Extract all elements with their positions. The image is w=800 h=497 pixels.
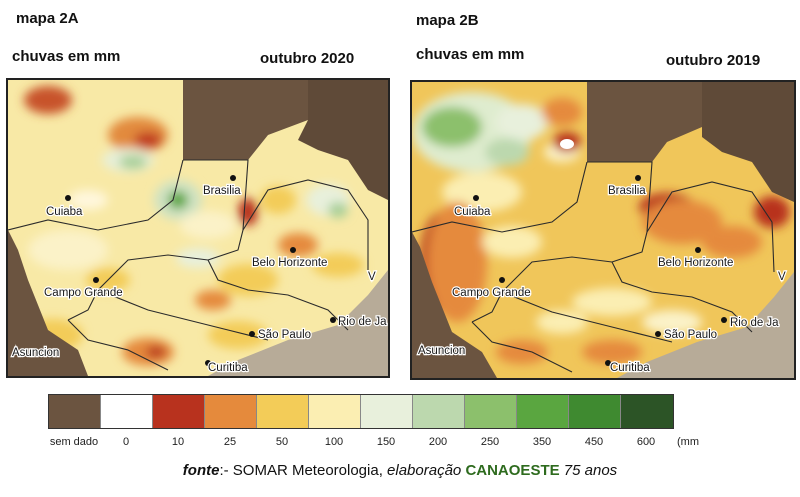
legend-swatch-10 [569,395,621,428]
source-footer: fonte:- SOMAR Meteorologia, elaboração C… [0,462,800,479]
legend-swatch-7 [413,395,465,428]
map-a-city-dot-rio [330,317,336,323]
map-b-city-belo-horizonte: Belo Horizonte [658,257,733,269]
legend-swatch-0 [49,395,101,428]
legend-label-10: 450 [584,436,604,448]
legend-label-6: 150 [376,436,396,448]
legend-swatch-8 [465,395,517,428]
map-b-canvas: Cuiaba Brasilia Belo Horizonte Campo Gra… [412,82,794,378]
legend-swatch-1 [101,395,153,428]
legend-swatch-6 [361,395,413,428]
map-a-city-dot-curitiba [205,360,211,366]
legend-label-9: 350 [532,436,552,448]
legend-swatch-5 [309,395,361,428]
map-b-subtitle: chuvas em mm [416,46,525,63]
map-a-city-dot-cuiaba [65,195,71,201]
legend-color-bar [48,394,674,429]
legend-swatch-4 [257,395,309,428]
legend-swatch-9 [517,395,569,428]
map-b-borders [412,161,775,373]
legend-label-0: sem dado [49,436,99,448]
legend-label-2: 10 [171,436,185,448]
map-b-city-asuncion: Asuncion [418,345,465,357]
footer-source: :- SOMAR Meteorologia, [219,462,388,479]
map-a-canvas: Cuiaba Brasilia Belo Horizonte Campo Gra… [8,80,388,376]
map-b-id-label: mapa 2B [416,12,479,29]
map-a-ocean [208,270,388,376]
map-b-nodata-west [412,232,497,378]
map-a: Cuiaba Brasilia Belo Horizonte Campo Gra… [6,78,390,378]
map-a-city-curitiba: Curitiba [208,362,248,374]
legend-label-3: 25 [223,436,237,448]
map-b-period: outubro 2019 [666,52,761,69]
map-b-city-brasilia: Brasilia [608,185,646,197]
map-b-nodata-northeast [702,82,794,202]
map-b-city-dot-sao-paulo [655,331,661,337]
legend-swatch-3 [205,395,257,428]
map-a-city-belo-horizonte: Belo Horizonte [252,257,327,269]
map-a-city-asuncion: Asuncion [12,347,59,359]
map-b-zero-spot [560,139,574,149]
map-b-city-dot-cuiaba [473,195,479,201]
map-a-subtitle: chuvas em mm [12,48,121,65]
map-a-nodata-west [8,230,88,376]
map-b-city-sao-paulo: São Paulo [664,329,717,341]
map-b-city-curitiba: Curitiba [610,362,650,374]
map-a-city-rio: Rio de Ja [338,316,387,328]
map-b-nodata-north [587,82,702,162]
map-b-city-dot-brasilia [635,175,641,181]
map-b-city-dot-belo-horizonte [695,247,701,253]
legend-swatch-11 [621,395,673,428]
legend-label-1: 0 [122,436,130,448]
map-b-city-rio: Rio de Ja [730,317,779,329]
legend-label-7: 200 [428,436,448,448]
legend-label-5: 100 [324,436,344,448]
map-b-city-cuiaba: Cuiaba [454,206,491,218]
map-b-city-dot-curitiba [605,360,611,366]
legend-label-8: 250 [480,436,500,448]
footer-source-label: fonte [182,462,220,479]
map-a-nodata-north [183,80,308,160]
map-a-city-dot-belo-horizonte [290,247,296,253]
map-b-city-v: V [778,271,786,283]
map-a-nodata-northeast [298,80,388,200]
map-a-city-brasilia: Brasilia [203,185,241,197]
map-a-city-dot-brasilia [230,175,236,181]
map-a-rain-field [23,86,364,366]
map-a-city-v: V [368,271,376,283]
map-b-cities: Cuiaba Brasilia Belo Horizonte Campo Gra… [417,175,787,375]
footer-anniversary: 75 anos [563,462,618,479]
map-a-cities: Cuiaba Brasilia Belo Horizonte Campo Gra… [11,175,388,375]
map-a-borders [8,159,369,371]
map-a-city-cuiaba: Cuiaba [46,206,83,218]
map-a-period: outubro 2020 [260,50,355,67]
map-a-city-sao-paulo: São Paulo [258,329,311,341]
legend-swatch-2 [153,395,205,428]
legend-labels: sem dado 0 10 25 50 100 150 200 250 350 450 600 (mm [0,436,800,450]
legend-unit: (mm [677,436,699,448]
map-b: Cuiaba Brasilia Belo Horizonte Campo Gra… [410,80,796,380]
map-b-ocean [617,272,794,378]
map-b-rain-field [412,92,790,364]
map-b-city-dot-campo-grande [499,277,505,283]
map-b-city-dot-rio [721,317,727,323]
map-a-city-dot-campo-grande [93,277,99,283]
map-a-id-label: mapa 2A [16,10,79,27]
map-b-city-campo-grande: Campo Grande [452,287,531,299]
map-a-city-campo-grande: Campo Grande [44,287,123,299]
legend-label-4: 50 [275,436,289,448]
footer-credit: elaboração [387,462,462,479]
legend-label-11: 600 [636,436,656,448]
map-a-city-dot-sao-paulo [249,331,255,337]
footer-brand: CANAOESTE [465,462,560,479]
